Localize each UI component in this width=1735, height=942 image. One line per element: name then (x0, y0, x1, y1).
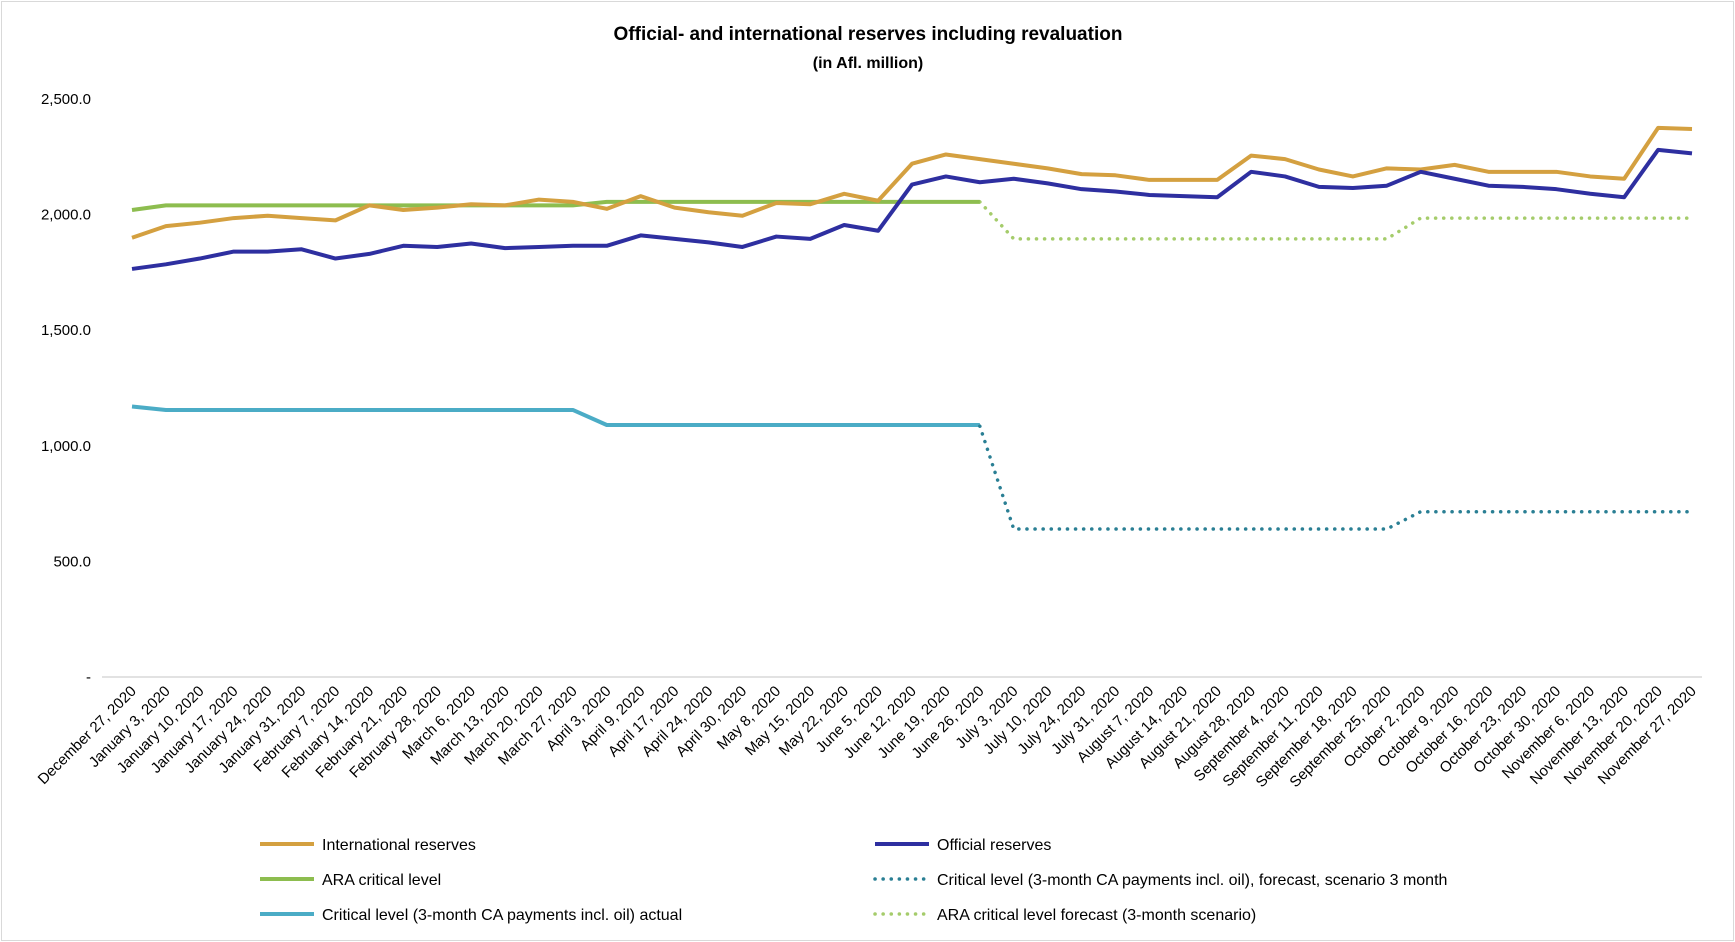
legend: International reserves Official reserves A… (260, 837, 1447, 924)
legend-label: Critical level (3-month CA payments incl… (937, 872, 1447, 889)
y-tick-label: 1,500.0 (41, 322, 91, 339)
series-line-5 (131, 404, 980, 427)
legend-label: ARA critical level (322, 872, 441, 889)
series-layer (131, 125, 1694, 531)
series-line-4 (978, 424, 1694, 531)
series-line-6 (978, 200, 1694, 241)
legend-label: Critical level (3-month CA payments incl… (322, 907, 682, 924)
chart-subtitle: (in Afl. million) (813, 55, 924, 72)
series-line-2 (131, 147, 1693, 271)
y-axis: - 500.0 1,000.0 1,500.0 2,000.0 2,500.0 (41, 91, 91, 686)
y-tick-label: 2,000.0 (41, 207, 91, 224)
legend-label: ARA critical level forecast (3-month sce… (937, 907, 1256, 924)
y-tick-label: - (86, 669, 91, 686)
chart-title: Official- and international reserves inc… (614, 24, 1123, 45)
series-line-3 (131, 199, 980, 212)
y-tick-label: 2,500.0 (41, 91, 91, 108)
legend-label: Official reserves (937, 837, 1051, 854)
legend-label: International reserves (322, 837, 476, 854)
y-tick-label: 500.0 (53, 553, 91, 570)
y-tick-label: 1,000.0 (41, 438, 91, 455)
series-line-1 (131, 125, 1693, 240)
